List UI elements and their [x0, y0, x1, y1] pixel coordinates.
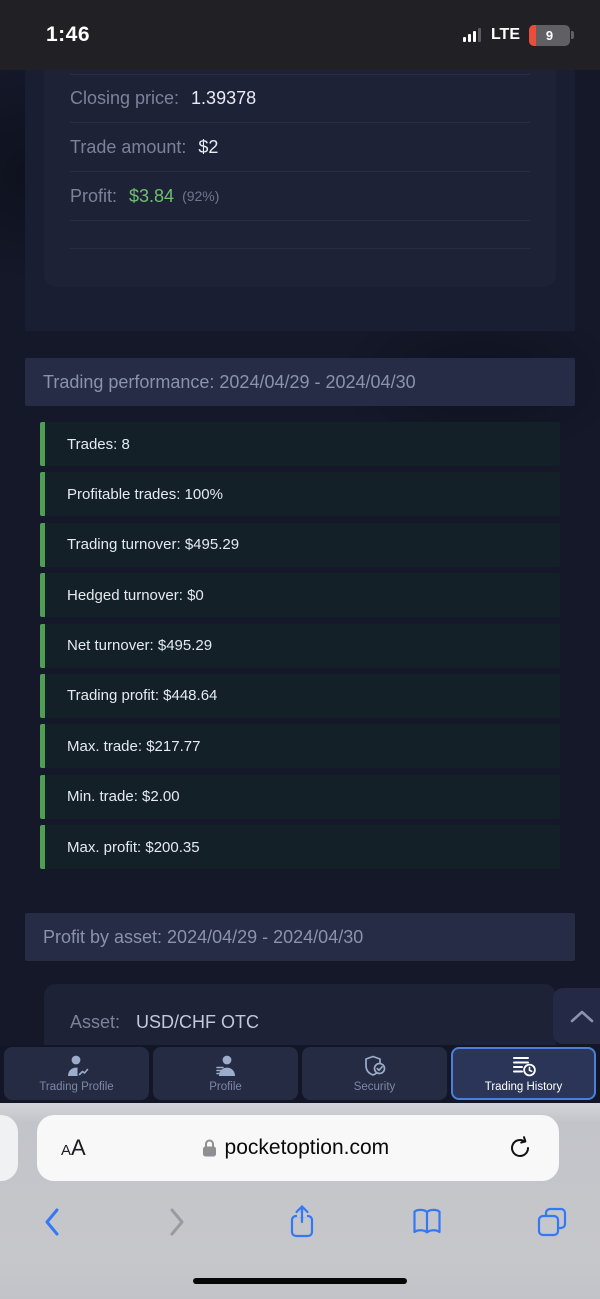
battery-percentage: 9 [545, 27, 554, 43]
stat-profitable-trades: Profitable trades: 100% [40, 472, 560, 517]
forward-button[interactable] [155, 1200, 199, 1244]
tab-security[interactable]: Security [302, 1047, 447, 1100]
battery-cap [571, 31, 574, 39]
adjacent-tab-peek[interactable] [0, 1115, 18, 1181]
tab-profile[interactable]: Profile [153, 1047, 298, 1100]
text-size-large-a: A [71, 1135, 86, 1160]
tabs-button[interactable] [530, 1200, 574, 1244]
trade-amount-row: Trade amount: $2 [70, 123, 530, 172]
back-button[interactable] [30, 1200, 74, 1244]
person-list-icon [215, 1055, 235, 1076]
stat-trading-profit: Trading profit: $448.64 [40, 673, 560, 718]
stat-max-profit: Max. profit: $200.35 [40, 825, 560, 870]
tab-label: Trading History [484, 1081, 563, 1093]
safari-toolbar [0, 1189, 600, 1255]
url-text: pocketoption.com [224, 1136, 390, 1159]
book-icon [413, 1208, 441, 1234]
home-indicator[interactable] [193, 1278, 407, 1284]
trade-amount-value: $2 [198, 136, 219, 157]
tab-label: Security [353, 1081, 396, 1093]
profit-value: $3.84 [129, 185, 175, 206]
trade-details-card: Closing price: 1.39378 Trade amount: $2 … [44, 70, 556, 287]
status-bar: 1:46 LTE 9 [0, 0, 600, 70]
share-icon [290, 1205, 314, 1238]
profit-label: Profit: [70, 185, 118, 206]
asset-value: USD/CHF OTC [136, 1012, 260, 1032]
page-tab-bar: Trading Profile Profile Security [0, 1045, 600, 1103]
tab-label: Profile [209, 1081, 242, 1093]
person-chart-icon [67, 1055, 88, 1077]
profit-row: Profit: $3.84 (92%) [70, 172, 530, 221]
performance-stats-list: Trades: 8 Profitable trades: 100% Tradin… [40, 422, 560, 870]
share-button[interactable] [280, 1200, 324, 1244]
chevron-up-icon [570, 1010, 594, 1023]
lock-icon [202, 1139, 216, 1157]
empty-row [70, 221, 530, 249]
stat-max-trade: Max. trade: $217.77 [40, 724, 560, 769]
scroll-to-top-button[interactable] [553, 988, 600, 1044]
web-content: Closing price: 1.39378 Trade amount: $2 … [0, 70, 600, 1103]
tab-trading-history[interactable]: Trading History [451, 1047, 596, 1100]
reload-icon [511, 1136, 529, 1157]
bookmarks-button[interactable] [405, 1200, 449, 1244]
profit-percent: (92%) [182, 188, 220, 204]
stat-min-trade: Min. trade: $2.00 [40, 774, 560, 819]
closing-price-row: Closing price: 1.39378 [70, 74, 530, 123]
history-list-clock-icon [512, 1057, 536, 1077]
battery-icon: 9 [529, 24, 570, 46]
battery-low-fill [529, 24, 536, 46]
stat-trading-turnover: Trading turnover: $495.29 [40, 522, 560, 567]
network-type-label: LTE [490, 26, 520, 43]
text-size-small-a: A [61, 1142, 72, 1159]
trade-details-section: Closing price: 1.39378 Trade amount: $2 … [25, 70, 575, 331]
clock: 1:46 [46, 23, 91, 46]
trading-performance-header: Trading performance: 2024/04/29 - 2024/0… [25, 358, 575, 406]
tab-label: Trading Profile [39, 1081, 114, 1093]
closing-price-label: Closing price: [70, 88, 180, 108]
stat-hedged-turnover: Hedged turnover: $0 [40, 573, 560, 618]
reload-button[interactable] [505, 1133, 535, 1163]
chevron-back-icon [45, 1208, 59, 1236]
tabs-icon [537, 1207, 567, 1237]
trade-amount-label: Trade amount: [70, 136, 187, 157]
tab-trading-profile[interactable]: Trading Profile [4, 1047, 149, 1100]
chevron-forward-icon [170, 1208, 184, 1236]
stat-trades: Trades: 8 [40, 422, 560, 466]
closing-price-value: 1.39378 [191, 88, 257, 108]
cellular-signal-icon [462, 27, 481, 42]
asset-label: Asset: [70, 1012, 121, 1032]
stat-net-turnover: Net turnover: $495.29 [40, 623, 560, 668]
profit-by-asset-header: Profit by asset: 2024/04/29 - 2024/04/30 [25, 913, 575, 961]
shield-check-icon [364, 1055, 385, 1076]
